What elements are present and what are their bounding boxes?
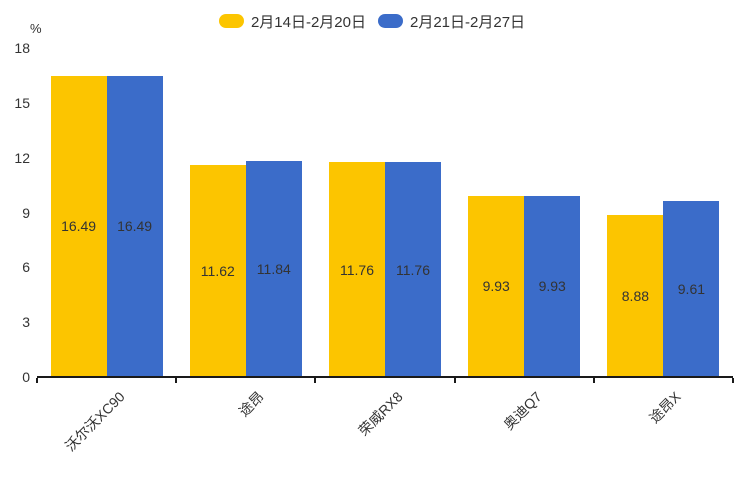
y-tick-label: 3	[22, 314, 30, 331]
x-category-label-4: 途昂X	[646, 388, 685, 427]
bar-value-label: 9.61	[677, 281, 706, 298]
x-axis-line	[37, 376, 733, 378]
bar-value-label: 8.88	[621, 287, 650, 304]
x-category-label-2: 荣威RX8	[355, 388, 406, 439]
y-tick-label: 18	[14, 40, 30, 56]
legend-swatch-yellow	[218, 14, 244, 28]
bar-week1-2: 11.76	[329, 162, 385, 377]
y-tick-label: 0	[22, 369, 30, 385]
legend-label: 2月21日-2月27日	[410, 13, 526, 31]
bar-value-label: 11.76	[340, 261, 374, 278]
x-axis-tick	[732, 378, 734, 383]
y-tick-label: 12	[14, 149, 30, 166]
y-tick-label: 9	[22, 204, 30, 221]
legend-item-week1[interactable]: 2月14日-2月20日	[218, 11, 366, 32]
y-tick-label: 6	[22, 259, 30, 276]
x-axis-tick	[453, 378, 456, 383]
bar-value-label: 9.93	[538, 278, 566, 295]
x-axis-tick	[36, 378, 38, 383]
bar-value-label: 11.84	[256, 260, 291, 277]
bar-week1-0: 16.49	[50, 75, 107, 377]
bar-week1-1: 11.62	[189, 164, 246, 377]
bar-week2-3: 9.93	[524, 195, 581, 377]
bar-week1-4: 8.88	[607, 214, 664, 377]
bar-week2-2: 11.76	[385, 162, 441, 377]
bar-week1-3: 9.93	[468, 195, 525, 377]
bar-value-label: 11.62	[200, 262, 235, 279]
legend-label: 2月14日-2月20日	[250, 13, 366, 31]
x-category-label-3: 奥迪Q7	[500, 388, 545, 433]
bar-value-label: 16.49	[117, 218, 153, 235]
x-axis-tick	[314, 378, 317, 383]
bar-week2-4: 9.61	[663, 201, 720, 377]
bar-value-label: 9.93	[482, 278, 510, 295]
bar-week2-0: 16.49	[106, 75, 163, 377]
bar-week2-1: 11.84	[245, 160, 302, 377]
legend: 2月14日-2月20日 2月21日-2月27日	[0, 10, 744, 32]
y-axis-unit-label: %	[30, 21, 42, 36]
x-category-label-1: 途昂	[235, 388, 267, 420]
x-axis-tick	[592, 378, 595, 383]
bar-value-label: 11.76	[396, 261, 430, 278]
y-tick-label: 15	[14, 94, 30, 111]
legend-swatch-blue	[378, 14, 403, 28]
bar-value-label: 16.49	[61, 218, 97, 235]
x-category-label-0: 沃尔沃XC90	[61, 388, 128, 455]
legend-item-week2[interactable]: 2月21日-2月27日	[378, 11, 525, 32]
x-axis-tick	[175, 378, 178, 383]
